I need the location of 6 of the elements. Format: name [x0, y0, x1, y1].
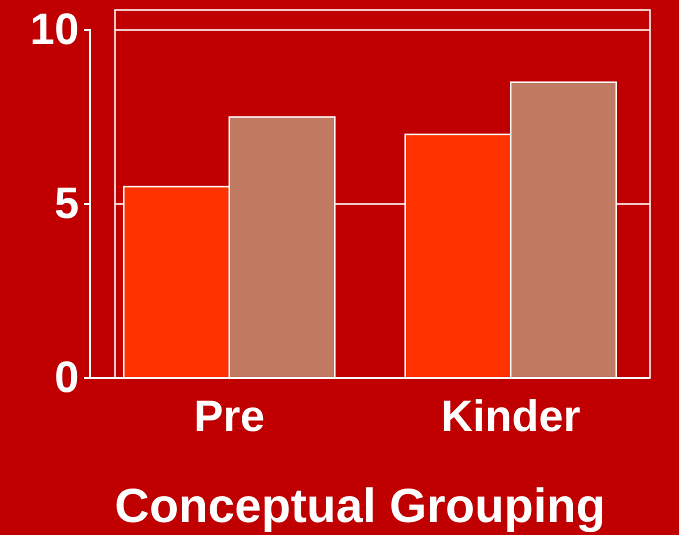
- y-tick-label: 0: [54, 353, 79, 402]
- x-tick-label: Kinder: [441, 392, 580, 442]
- y-tick-label: 5: [54, 179, 79, 228]
- x-axis-title: Conceptual Grouping: [114, 480, 606, 533]
- y-tick-label: 10: [30, 5, 79, 54]
- x-tick-label: Pre: [194, 392, 265, 442]
